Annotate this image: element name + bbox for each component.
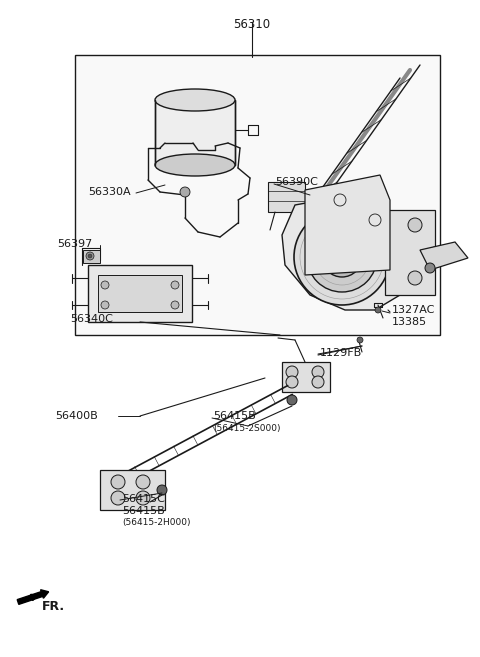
Ellipse shape <box>155 89 235 111</box>
Circle shape <box>136 491 150 505</box>
Text: 13385: 13385 <box>392 317 427 327</box>
Text: 56415C: 56415C <box>122 494 165 504</box>
Circle shape <box>180 187 190 197</box>
Circle shape <box>408 271 422 285</box>
Circle shape <box>408 218 422 232</box>
Polygon shape <box>305 175 390 275</box>
Polygon shape <box>385 210 435 295</box>
Circle shape <box>425 263 435 273</box>
Text: 56310: 56310 <box>233 18 271 31</box>
Polygon shape <box>100 470 165 510</box>
Polygon shape <box>98 275 182 312</box>
Circle shape <box>322 237 362 277</box>
Circle shape <box>287 395 297 405</box>
Text: 56400B: 56400B <box>55 411 98 421</box>
Text: 1327AC: 1327AC <box>392 305 435 315</box>
Circle shape <box>171 301 179 309</box>
Circle shape <box>111 475 125 489</box>
Circle shape <box>136 475 150 489</box>
Text: 1129FB: 1129FB <box>320 348 362 358</box>
Text: 56330A: 56330A <box>88 187 131 197</box>
Circle shape <box>286 376 298 388</box>
Polygon shape <box>420 242 468 270</box>
Ellipse shape <box>155 154 235 176</box>
Polygon shape <box>282 195 410 310</box>
Text: (56415-2H000): (56415-2H000) <box>122 518 191 528</box>
Circle shape <box>375 307 381 313</box>
Text: 56390C: 56390C <box>275 177 318 187</box>
FancyArrow shape <box>17 590 48 604</box>
Circle shape <box>357 337 363 343</box>
Text: (56415-2S000): (56415-2S000) <box>213 424 280 432</box>
Circle shape <box>286 366 298 378</box>
Polygon shape <box>268 182 305 212</box>
Polygon shape <box>88 265 192 322</box>
Circle shape <box>171 281 179 289</box>
Circle shape <box>101 281 109 289</box>
Circle shape <box>294 209 390 305</box>
Text: 56340C: 56340C <box>70 314 113 324</box>
Polygon shape <box>282 362 330 392</box>
Circle shape <box>157 485 167 495</box>
Text: FR.: FR. <box>42 600 65 614</box>
Circle shape <box>111 491 125 505</box>
Circle shape <box>334 249 350 265</box>
Circle shape <box>312 376 324 388</box>
Circle shape <box>88 254 92 258</box>
Polygon shape <box>83 250 100 263</box>
Text: 56415B: 56415B <box>213 411 256 421</box>
Circle shape <box>86 252 94 260</box>
Text: 56397: 56397 <box>57 239 92 249</box>
Polygon shape <box>75 55 440 335</box>
Circle shape <box>307 222 377 292</box>
Text: 56415B: 56415B <box>122 506 165 516</box>
Circle shape <box>312 366 324 378</box>
Polygon shape <box>155 100 235 165</box>
Circle shape <box>101 301 109 309</box>
